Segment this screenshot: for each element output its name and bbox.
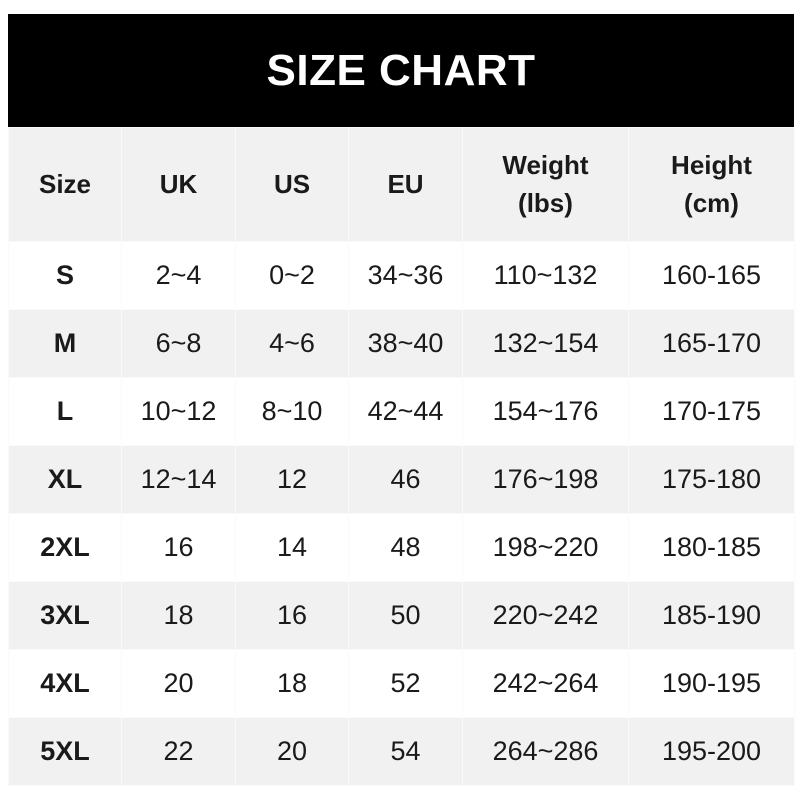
header-row: Size UK US EU Weight (lbs) Height (cm) — [8, 127, 795, 242]
cell-size: 4XL — [8, 649, 122, 718]
column-header-height: Height (cm) — [628, 127, 795, 242]
cell-size: 2XL — [8, 513, 122, 582]
cell-size: S — [8, 241, 122, 310]
cell-uk: 16 — [121, 513, 236, 582]
cell-eu: 54 — [348, 717, 463, 786]
cell-eu: 34~36 — [348, 241, 463, 310]
cell-eu: 50 — [348, 581, 463, 650]
column-header-size: Size — [8, 127, 122, 242]
cell-height: 185-190 — [628, 581, 795, 650]
cell-weight: 264~286 — [462, 717, 629, 786]
cell-eu: 48 — [348, 513, 463, 582]
column-header-us: US — [235, 127, 349, 242]
cell-uk: 22 — [121, 717, 236, 786]
table-row: L 10~12 8~10 42~44 154~176 170-175 — [8, 377, 795, 446]
size-chart-table: Size UK US EU Weight (lbs) Height (cm) S 2~4 0~… — [8, 127, 795, 786]
cell-us: 12 — [235, 445, 349, 514]
table-row: 3XL 18 16 50 220~242 185-190 — [8, 581, 795, 650]
cell-eu: 42~44 — [348, 377, 463, 446]
table-row: S 2~4 0~2 34~36 110~132 160-165 — [8, 241, 795, 310]
cell-height: 175-180 — [628, 445, 795, 514]
cell-weight: 154~176 — [462, 377, 629, 446]
cell-uk: 18 — [121, 581, 236, 650]
cell-height: 170-175 — [628, 377, 795, 446]
cell-eu: 46 — [348, 445, 463, 514]
table-row: XL 12~14 12 46 176~198 175-180 — [8, 445, 795, 514]
cell-size: M — [8, 309, 122, 378]
cell-weight: 132~154 — [462, 309, 629, 378]
cell-us: 18 — [235, 649, 349, 718]
cell-us: 8~10 — [235, 377, 349, 446]
cell-eu: 52 — [348, 649, 463, 718]
cell-uk: 2~4 — [121, 241, 236, 310]
cell-us: 4~6 — [235, 309, 349, 378]
cell-uk: 12~14 — [121, 445, 236, 514]
cell-us: 14 — [235, 513, 349, 582]
cell-height: 195-200 — [628, 717, 795, 786]
cell-us: 0~2 — [235, 241, 349, 310]
cell-size: 5XL — [8, 717, 122, 786]
size-chart-title: SIZE CHART — [8, 14, 794, 127]
cell-us: 20 — [235, 717, 349, 786]
cell-us: 16 — [235, 581, 349, 650]
cell-size: L — [8, 377, 122, 446]
cell-weight: 110~132 — [462, 241, 629, 310]
cell-height: 180-185 — [628, 513, 795, 582]
cell-uk: 20 — [121, 649, 236, 718]
cell-weight: 220~242 — [462, 581, 629, 650]
table-row: 4XL 20 18 52 242~264 190-195 — [8, 649, 795, 718]
cell-height: 160-165 — [628, 241, 795, 310]
cell-weight: 242~264 — [462, 649, 629, 718]
cell-weight: 176~198 — [462, 445, 629, 514]
cell-height: 165-170 — [628, 309, 795, 378]
cell-weight: 198~220 — [462, 513, 629, 582]
cell-uk: 6~8 — [121, 309, 236, 378]
cell-uk: 10~12 — [121, 377, 236, 446]
table-row: 2XL 16 14 48 198~220 180-185 — [8, 513, 795, 582]
cell-height: 190-195 — [628, 649, 795, 718]
table-row: M 6~8 4~6 38~40 132~154 165-170 — [8, 309, 795, 378]
table-row: 5XL 22 20 54 264~286 195-200 — [8, 717, 795, 786]
cell-eu: 38~40 — [348, 309, 463, 378]
column-header-uk: UK — [121, 127, 236, 242]
column-header-weight: Weight (lbs) — [462, 127, 629, 242]
cell-size: 3XL — [8, 581, 122, 650]
column-header-eu: EU — [348, 127, 463, 242]
cell-size: XL — [8, 445, 122, 514]
